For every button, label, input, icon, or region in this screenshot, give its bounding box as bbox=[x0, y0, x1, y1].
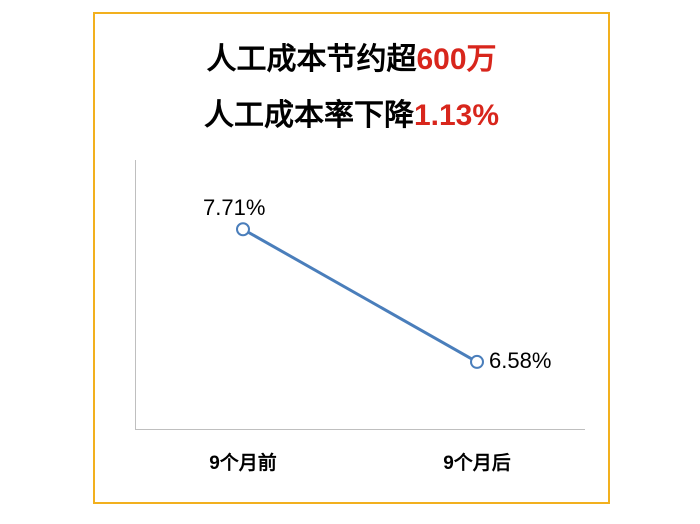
data-label-0: 7.71% bbox=[203, 195, 265, 221]
title-2-part-2: 1.13% bbox=[414, 99, 499, 132]
y-axis-line bbox=[135, 160, 136, 430]
data-label-1: 6.58% bbox=[489, 348, 551, 374]
x-axis-label-0: 9个月前 bbox=[209, 448, 277, 475]
x-axis-label-1: 9个月后 bbox=[443, 448, 511, 475]
data-point-0 bbox=[237, 223, 249, 235]
title-line-1: 人工成本节约超600万 bbox=[93, 34, 610, 78]
data-point-1 bbox=[471, 356, 483, 368]
plot-area: 7.71%6.58%9个月前9个月后 bbox=[135, 160, 585, 430]
title-1-part-2: 600万 bbox=[416, 43, 496, 76]
title-2-part-1: 人工成本率下降 bbox=[204, 99, 414, 132]
title-1-part-1: 人工成本节约超 bbox=[206, 43, 416, 76]
x-axis-line bbox=[135, 429, 585, 430]
title-line-2: 人工成本率下降1.13% bbox=[93, 90, 610, 134]
title-block: 人工成本节约超600万 人工成本率下降1.13% bbox=[93, 34, 610, 134]
